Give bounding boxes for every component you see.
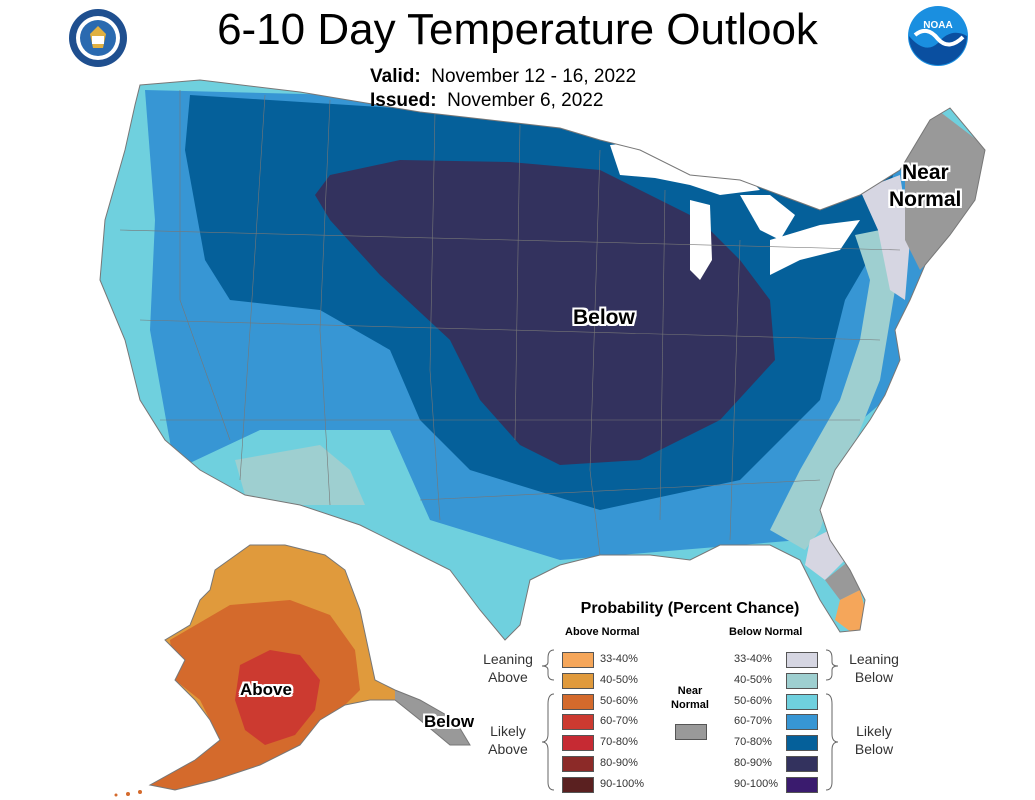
svg-text:NOAA: NOAA — [923, 20, 952, 31]
swatch-below-3 — [786, 714, 818, 731]
lake-michigan — [690, 200, 712, 280]
leaning-above-line1: Leaning — [483, 651, 533, 667]
region-florida-above — [835, 590, 868, 635]
likely-above-line1: Likely — [490, 723, 526, 739]
legend: Probability (Percent Chance) Above Norma… — [470, 596, 910, 800]
swatch-above-6 — [562, 776, 594, 793]
swatch-label-above-0: 33-40% — [600, 653, 638, 665]
ak-above-60-70 — [235, 650, 320, 745]
swatch-below-2 — [786, 693, 818, 710]
swatch-below-5 — [786, 756, 818, 772]
legend-near-normal: Near Normal — [662, 684, 718, 712]
likely-below-line1: Likely — [856, 723, 892, 739]
conus-outline — [99, 79, 986, 641]
swatch-below-1 — [786, 672, 818, 689]
swatch-label-below-0: 33-40% — [734, 653, 772, 665]
legend-above-head: Above Normal — [565, 626, 640, 638]
swatch-above-5 — [562, 756, 594, 772]
state-borders — [119, 90, 901, 556]
ak-panhandle-near — [395, 690, 470, 745]
legend-leaning-below: Leaning Below — [838, 650, 910, 686]
legend-leaning-above: Leaning Above — [472, 650, 544, 686]
swatch-near-normal — [675, 724, 707, 740]
swatch-label-above-1: 40-50% — [600, 673, 638, 686]
swatch-label-above-5: 80-90% — [600, 757, 638, 769]
label-near-normal-2: Normal — [889, 188, 962, 211]
label-near-normal-1: Near — [902, 161, 949, 184]
swatch-label-below-5: 80-90% — [734, 757, 772, 769]
legend-likely-below: Likely Below — [838, 722, 910, 758]
label-below-conus: Below — [573, 306, 635, 329]
swatch-above-0 — [562, 652, 594, 668]
legend-below-head: Below Normal — [729, 626, 803, 638]
near-head-line1: Near — [677, 685, 703, 697]
valid-label: Valid: — [370, 66, 421, 87]
swatch-label-below-2: 50-60% — [734, 694, 772, 707]
commerce-seal-icon — [68, 8, 128, 68]
aleutian-islands — [114, 790, 142, 797]
leaning-above-line2: Above — [488, 669, 528, 685]
leaning-below-line1: Leaning — [849, 651, 899, 667]
swatch-above-4 — [562, 735, 594, 752]
swatch-below-4 — [786, 735, 818, 752]
valid-value: November 12 - 16, 2022 — [431, 66, 637, 87]
swatch-above-1 — [562, 672, 594, 689]
legend-likely-above: Likely Above — [472, 722, 544, 758]
valid-dates: Valid: November 12 - 16, 2022 — [370, 66, 636, 88]
swatch-label-below-3: 60-70% — [734, 715, 772, 728]
swatch-above-2 — [562, 693, 594, 710]
swatch-below-6 — [786, 776, 818, 793]
near-head-line2: Normal — [671, 699, 709, 711]
swatch-label-above-2: 50-60% — [600, 694, 638, 707]
region-below-80-90 — [315, 160, 775, 465]
swatch-label-below-1: 40-50% — [734, 673, 772, 686]
likely-above-line2: Above — [488, 741, 528, 757]
swatch-label-below-4: 70-80% — [734, 736, 772, 749]
swatch-label-above-3: 60-70% — [600, 715, 638, 728]
issued-date: Issued: November 6, 2022 — [370, 90, 603, 112]
label-below-alaska: Below — [424, 712, 475, 731]
region-below-40-50-east — [770, 230, 895, 550]
swatch-label-below-6: 90-100% — [734, 777, 779, 790]
swatch-below-0 — [786, 652, 818, 668]
region-below-33-40 — [860, 175, 910, 300]
leaning-below-line2: Below — [854, 669, 894, 685]
region-below-40-50-sw — [235, 445, 365, 505]
legend-title: Probability (Percent Chance) — [580, 600, 800, 617]
noaa-logo-icon: NOAA — [907, 5, 969, 67]
likely-below-line2: Below — [854, 741, 894, 757]
lake-erie-ontario — [770, 220, 860, 275]
swatch-label-above-4: 70-80% — [600, 736, 638, 749]
lake-huron — [740, 195, 795, 240]
swatch-label-above-6: 90-100% — [600, 777, 645, 790]
label-above-alaska: Above — [240, 680, 292, 699]
issued-value: November 6, 2022 — [447, 90, 604, 111]
region-near-normal — [900, 108, 985, 270]
issued-label: Issued: — [370, 90, 437, 111]
alaska-outline — [148, 544, 471, 791]
page-title: 6-10 Day Temperature Outlook — [217, 5, 818, 54]
legend-braces — [541, 649, 839, 791]
swatch-above-3 — [562, 714, 594, 731]
